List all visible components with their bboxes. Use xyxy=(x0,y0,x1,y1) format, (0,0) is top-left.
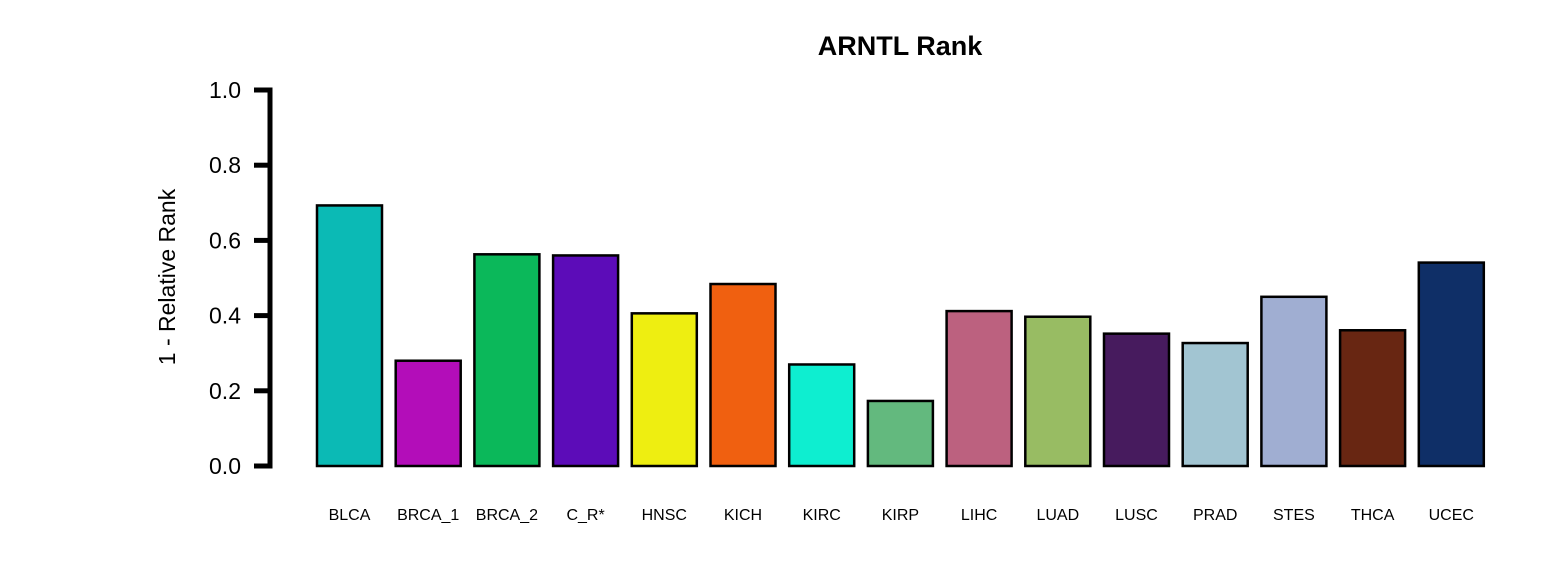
bar-lusc xyxy=(1102,332,1171,468)
x-tick-label: BLCA xyxy=(329,507,371,524)
x-tick-label: PRAD xyxy=(1193,507,1237,524)
bar-ucec xyxy=(1417,261,1486,468)
bar-blca xyxy=(315,204,384,468)
bar-luad xyxy=(1024,315,1092,468)
chart-title: ARNTL Rank xyxy=(818,31,984,61)
y-tick-label: 0.6 xyxy=(209,227,241,253)
x-tick-label: KIRC xyxy=(803,507,841,524)
y-tick-label: 0.8 xyxy=(209,152,241,178)
x-tick-labels: BLCA BRCA_1 BRCA_2 C_R* HNSC KICH KIRC KIRP LIHC… xyxy=(329,507,1474,524)
y-tick-label: 0.2 xyxy=(209,378,241,404)
x-tick-label: STES xyxy=(1273,507,1315,524)
y-axis-label: 1 - Relative Rank xyxy=(154,188,180,365)
bar-lihc xyxy=(945,309,1013,468)
bar-kich xyxy=(709,282,777,468)
bar-thca xyxy=(1338,329,1407,468)
x-tick-label: LUAD xyxy=(1036,507,1079,524)
x-tick-label: HNSC xyxy=(642,507,687,524)
x-tick-label: LUSC xyxy=(1115,507,1158,524)
bar-hnsc xyxy=(630,312,699,468)
y-tick-label: 0.4 xyxy=(209,303,241,329)
x-tick-label: BRCA_1 xyxy=(397,507,459,524)
x-tick-label: C_R* xyxy=(566,507,604,524)
bar-kirc xyxy=(787,363,856,468)
x-tick-label: LIHC xyxy=(961,507,997,524)
x-tick-label: UCEC xyxy=(1429,507,1474,524)
x-tick-label: BRCA_2 xyxy=(476,507,538,524)
y-tick-label: 0.0 xyxy=(209,453,241,479)
x-tick-label: KIRP xyxy=(882,507,919,524)
x-tick-label: KICH xyxy=(724,507,762,524)
bar-brca-2 xyxy=(473,253,541,468)
y-tick-label: 1.0 xyxy=(209,77,241,103)
bar-c-r xyxy=(551,254,620,468)
bar-prad xyxy=(1181,341,1249,468)
y-axis: 0.0 0.2 0.4 0.6 0.8 1.0 xyxy=(209,77,273,479)
bar-stes xyxy=(1260,295,1328,468)
bars-group xyxy=(315,204,1486,468)
bar-kirp xyxy=(866,399,935,468)
bar-brca-1 xyxy=(394,359,462,468)
x-tick-label: THCA xyxy=(1351,507,1395,524)
